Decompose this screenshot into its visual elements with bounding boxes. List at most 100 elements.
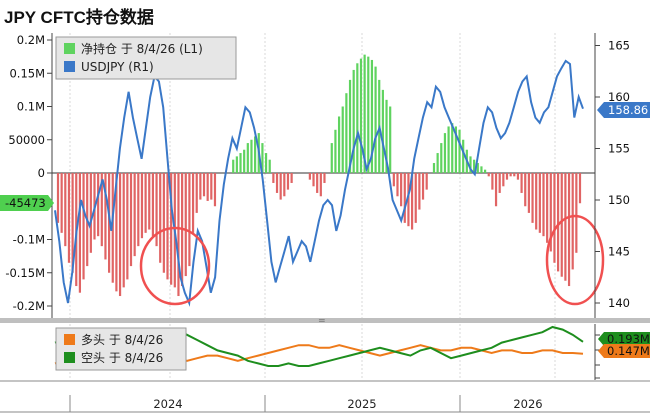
net-bar-69	[308, 173, 311, 180]
net-bar-126	[516, 173, 520, 180]
net-bar-85	[367, 56, 370, 173]
net-bar-39	[199, 173, 202, 200]
net-bar-78	[341, 106, 344, 173]
net-bar-18	[122, 173, 125, 288]
net-bar-70	[312, 173, 315, 187]
net-bar-107	[447, 126, 450, 173]
net-bar-133	[542, 173, 545, 237]
annotation-circles	[139, 214, 605, 306]
net-bar-98	[414, 173, 417, 223]
net-bar-138	[560, 173, 563, 277]
lower-legend: 多头 于 8/4/26 空头 于 8/4/26	[55, 327, 187, 371]
net-bar-131	[535, 173, 538, 230]
right-tick-label-2: 155	[608, 142, 630, 156]
net-bar-50	[239, 153, 242, 173]
net-bar-23	[140, 173, 144, 239]
net-bar-22	[137, 173, 140, 247]
left-tick-label-2: 0.1M	[17, 100, 45, 114]
net-bar-100	[421, 173, 425, 200]
net-bar-80	[348, 79, 352, 173]
net-bar-141	[571, 173, 574, 270]
net-bar-125	[513, 173, 516, 177]
net-bar-105	[440, 143, 443, 173]
net-bar-81	[352, 69, 355, 173]
net-bar-49	[235, 156, 238, 173]
net-bar-21	[133, 173, 136, 257]
net-bar-79	[345, 93, 348, 173]
net-bar-124	[509, 173, 512, 177]
net-bar-26	[151, 173, 155, 237]
net-bar-1	[60, 173, 63, 233]
net-bar-61	[279, 173, 282, 200]
legend-swatch-net	[64, 43, 75, 54]
net-bar-20	[129, 173, 133, 267]
net-bar-101	[425, 173, 428, 190]
year-label-2024: 2024	[153, 397, 182, 411]
net-bar-99	[418, 173, 421, 210]
net-bar-113	[469, 156, 472, 173]
net-bar-72	[319, 173, 322, 197]
year-label-2025: 2025	[347, 397, 376, 411]
net-bar-115	[476, 163, 479, 173]
legend-label-usdjpy: USDJPY (R1)	[81, 60, 154, 74]
net-bar-64	[290, 173, 293, 183]
net-bar-25	[148, 173, 151, 230]
net-bar-7	[82, 173, 85, 280]
net-bar-30	[166, 173, 169, 280]
right-tick-label-4: 145	[608, 245, 630, 259]
right-tick-label-3: 150	[608, 193, 630, 207]
left-tick-label-0: 0.2M	[17, 33, 45, 47]
net-bar-11	[97, 173, 100, 237]
left-tick-label-6: -0.1M	[13, 233, 45, 247]
net-bar-54	[254, 136, 257, 173]
net-bar-119	[491, 173, 494, 190]
net-bar-43	[213, 173, 217, 207]
net-bar-36	[188, 173, 191, 267]
net-bar-73	[323, 173, 326, 183]
net-bar-111	[462, 139, 465, 173]
net-bar-14	[108, 173, 111, 273]
net-bar-127	[520, 173, 523, 193]
right-tick-label-5: 140	[608, 296, 630, 310]
net-bar-96	[407, 173, 410, 227]
net-bar-17	[118, 173, 122, 297]
left-axis-ticks: 0.2M 0.15M 0.1M 50000 0 -0.1M -0.15M -0.2M	[5, 33, 52, 313]
net-bar-53	[250, 139, 253, 173]
net-bar-24	[144, 173, 147, 233]
legend-label-long: 多头 于 8/4/26	[81, 333, 163, 347]
net-bar-4	[71, 173, 74, 273]
net-bar-103	[432, 163, 436, 173]
net-bar-104	[436, 153, 439, 173]
net-bar-76	[334, 129, 337, 173]
net-bar-118	[487, 173, 490, 177]
panel-divider[interactable]	[0, 318, 650, 323]
net-bar-75	[330, 143, 333, 173]
net-bar-90	[385, 99, 388, 173]
right-tick-label-0: 165	[608, 39, 630, 53]
upper-legend: 净持仓 于 8/4/26 (L1) USDJPY (R1)	[55, 36, 237, 80]
net-bar-38	[195, 173, 198, 213]
net-bar-136	[553, 173, 556, 263]
short-last-value: 0.193M	[607, 332, 650, 346]
net-bar-120	[494, 173, 498, 207]
left-tick-label-1: 0.15M	[9, 66, 45, 80]
net-bar-57	[264, 153, 268, 173]
net-bar-143	[578, 173, 582, 204]
net-bar-16	[115, 173, 118, 292]
net-bar-106	[443, 133, 447, 173]
net-bar-59	[272, 173, 275, 183]
lower-right-ticks	[595, 334, 600, 379]
year-ticks: 2024 2025 2026	[69, 395, 543, 412]
net-bar-114	[473, 159, 476, 173]
net-bar-130	[531, 173, 534, 223]
legend-swatch-usdjpy	[64, 61, 75, 72]
net-bar-56	[261, 143, 264, 173]
net-bar-110	[458, 129, 461, 173]
left-tick-label-3: 50000	[8, 133, 45, 147]
net-bar-122	[502, 173, 505, 187]
net-bar-83	[359, 58, 363, 174]
net-bar-135	[549, 173, 552, 252]
net-bar-89	[381, 89, 384, 173]
net-last-value: -45473	[5, 196, 46, 210]
net-bar-128	[524, 173, 527, 207]
